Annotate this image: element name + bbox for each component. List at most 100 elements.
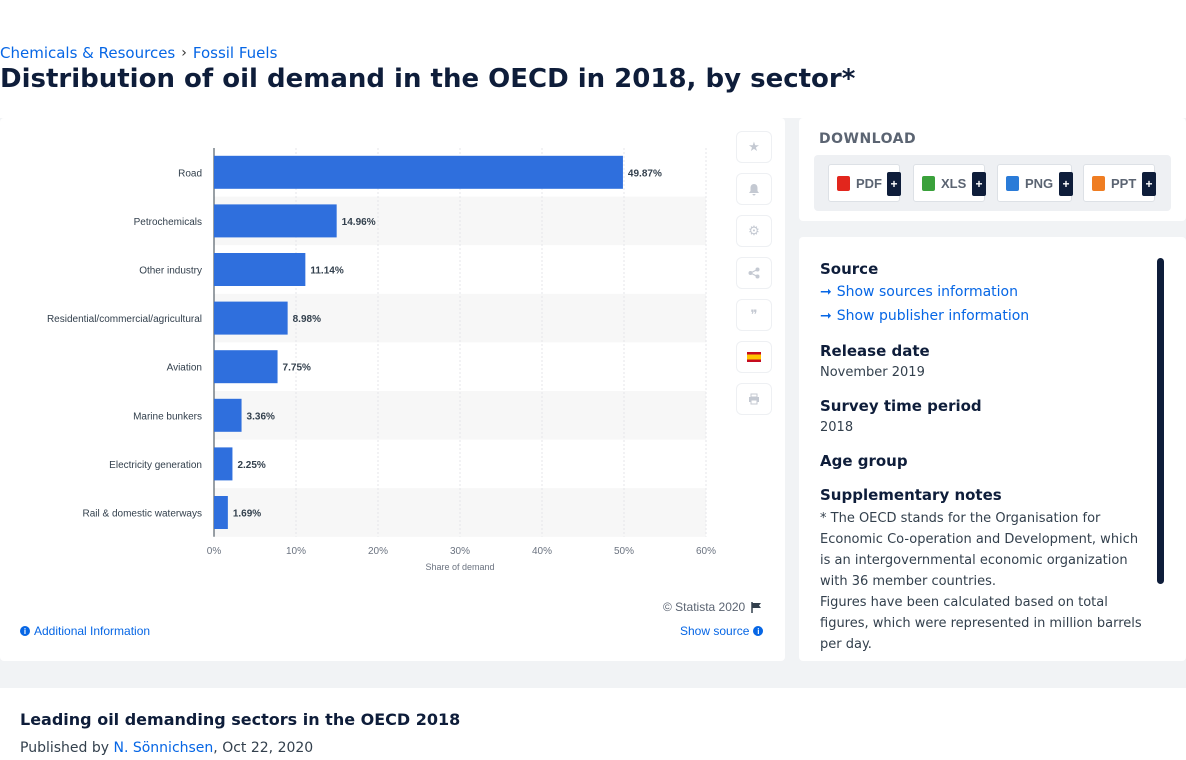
plus-icon: + xyxy=(1059,172,1073,196)
png-file-icon xyxy=(1006,175,1019,191)
bar xyxy=(214,301,288,335)
x-tick-label: 50% xyxy=(614,546,634,557)
related-statistic-title: Leading oil demanding sectors in the OEC… xyxy=(20,710,461,729)
download-title: DOWNLOAD xyxy=(819,131,917,147)
published-date: , Oct 22, 2020 xyxy=(213,740,314,756)
gear-icon: ⚙ xyxy=(748,223,760,238)
breadcrumb-item-fossil-fuels[interactable]: Fossil Fuels xyxy=(192,44,278,62)
x-tick-label: 0% xyxy=(207,546,222,557)
published-prefix: Published by xyxy=(20,740,114,756)
plus-icon: + xyxy=(887,172,901,196)
data-label: 2.25% xyxy=(237,460,265,471)
category-label: Rail & domestic waterways xyxy=(83,509,202,520)
source-scrollbar[interactable] xyxy=(1157,258,1164,584)
category-label: Road xyxy=(178,168,202,179)
page-header xyxy=(0,36,1186,118)
show-publisher-label: Show publisher information xyxy=(836,308,1030,324)
page-title: Distribution of oil demand in the OECD i… xyxy=(0,64,856,94)
source-card xyxy=(799,237,1186,661)
author-link[interactable]: N. Sönnichsen xyxy=(113,740,214,756)
bar xyxy=(214,496,228,529)
show-publisher-link[interactable]: ➞ Show publisher information xyxy=(820,308,1029,324)
bar xyxy=(214,398,242,432)
data-label: 49.87% xyxy=(628,168,662,179)
settings-button[interactable]: ⚙ xyxy=(736,215,772,247)
share-icon xyxy=(748,267,760,279)
bar xyxy=(214,350,278,384)
show-sources-label: Show sources information xyxy=(836,284,1018,300)
show-source-link[interactable]: Show source i xyxy=(680,624,764,638)
download-buttons: PDF + XLS + PNG + PPT + xyxy=(814,155,1171,211)
survey-period-heading: Survey time period xyxy=(820,397,982,415)
print-icon xyxy=(749,393,759,405)
category-label: Petrochemicals xyxy=(134,217,202,228)
flag-report-icon[interactable] xyxy=(751,601,762,613)
bar xyxy=(214,447,233,481)
bar-chart: 0% 10% 20% 30% 40% 50% 60% Road 49.87% Petrochemi… xyxy=(47,148,716,572)
bar xyxy=(214,253,306,286)
download-pdf-button[interactable]: PDF + xyxy=(828,164,901,202)
additional-information-label: Additional Information xyxy=(34,624,151,638)
survey-period-value: 2018 xyxy=(820,420,854,435)
download-ppt-button[interactable]: PPT + xyxy=(1083,164,1156,202)
cite-button[interactable]: ❞ xyxy=(736,299,772,331)
download-xls-label: XLS xyxy=(941,175,967,191)
show-sources-link[interactable]: ➞ Show sources information xyxy=(820,284,1018,300)
x-tick-label: 30% xyxy=(450,546,470,557)
spain-flag-icon xyxy=(747,352,761,362)
ppt-file-icon xyxy=(1092,175,1105,191)
language-button[interactable] xyxy=(736,341,772,373)
data-label: 3.36% xyxy=(247,411,275,422)
download-ppt-label: PPT xyxy=(1111,175,1137,191)
source-heading: Source xyxy=(820,260,879,278)
chart-card: 0% 10% 20% 30% 40% 50% 60% Road 49.87% Petrochemi… xyxy=(0,118,785,661)
bar xyxy=(214,155,623,189)
notification-button[interactable] xyxy=(736,173,772,205)
plus-icon: + xyxy=(1142,172,1156,196)
category-label: Other industry xyxy=(139,266,202,277)
related-statistic-card xyxy=(0,688,1186,760)
favorite-button[interactable]: ★ xyxy=(736,131,772,163)
x-tick-label: 40% xyxy=(532,546,552,557)
copyright: © Statista 2020 xyxy=(663,600,762,614)
quote-icon: ❞ xyxy=(750,307,758,322)
row-band xyxy=(214,391,706,440)
category-label: Marine bunkers xyxy=(133,411,202,422)
info-icon: i xyxy=(20,626,30,636)
category-label: Residential/commercial/agricultural xyxy=(47,314,202,325)
arrow-right-icon: ➞ xyxy=(820,308,832,324)
x-tick-label: 20% xyxy=(368,546,388,557)
breadcrumb-item-chemicals[interactable]: Chemicals & Resources xyxy=(0,44,176,62)
bar xyxy=(214,204,337,238)
data-label: 14.96% xyxy=(342,217,376,228)
breadcrumb: Chemicals & Resources › Fossil Fuels xyxy=(0,44,277,62)
download-xls-button[interactable]: XLS + xyxy=(913,164,986,202)
notes-paragraph-1: * The OECD stands for the Organisation f… xyxy=(820,511,1139,589)
top-bar xyxy=(0,0,1186,36)
bell-icon xyxy=(749,183,759,195)
additional-information-link[interactable]: i Additional Information xyxy=(20,624,150,638)
info-icon: i xyxy=(753,626,764,636)
data-label: 8.98% xyxy=(293,314,321,325)
share-button[interactable] xyxy=(736,257,772,289)
supplementary-notes: * The OECD stands for the Organisation f… xyxy=(820,508,1150,655)
published-by: Published by N. Sönnichsen, Oct 22, 2020 xyxy=(20,740,313,756)
show-source-label: Show source xyxy=(680,624,750,638)
release-date-value: November 2019 xyxy=(820,365,925,380)
breadcrumb-separator: › xyxy=(181,45,187,61)
data-label: 7.75% xyxy=(283,363,311,374)
star-icon: ★ xyxy=(748,139,760,154)
notes-paragraph-2: Figures have been calculated based on to… xyxy=(820,595,1142,652)
arrow-right-icon: ➞ xyxy=(820,284,832,300)
print-button[interactable] xyxy=(736,383,772,415)
category-label: Aviation xyxy=(167,363,202,374)
data-label: 11.14% xyxy=(310,266,343,277)
copyright-text: © Statista 2020 xyxy=(663,600,746,614)
download-png-button[interactable]: PNG + xyxy=(997,164,1073,202)
download-card: DOWNLOAD PDF + XLS + PNG + PPT + xyxy=(799,118,1186,221)
download-pdf-label: PDF xyxy=(856,175,882,191)
x-tick-label: 10% xyxy=(286,546,306,557)
x-tick-label: 60% xyxy=(696,546,716,557)
pdf-file-icon xyxy=(837,175,850,191)
release-date-heading: Release date xyxy=(820,342,930,360)
